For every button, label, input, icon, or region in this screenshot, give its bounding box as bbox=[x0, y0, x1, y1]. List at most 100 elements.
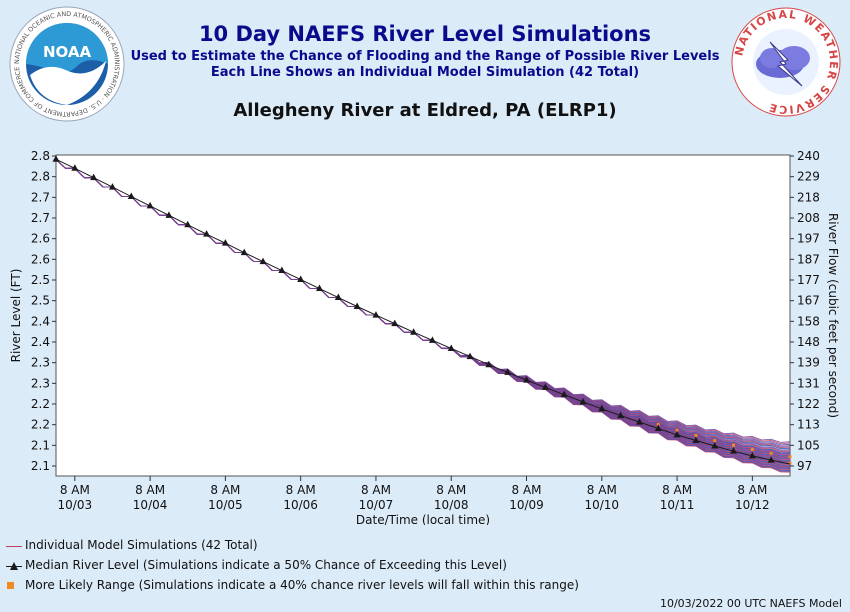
x-tick-date: 10/10 bbox=[584, 498, 619, 512]
y-tick-label-left: 2.2 bbox=[31, 397, 50, 411]
likely-range-marker bbox=[732, 443, 736, 447]
nws-logo: NATIONAL WEATHER SERVICE bbox=[731, 7, 841, 117]
x-tick-time: 8 AM bbox=[361, 483, 391, 497]
median-marker-swatch bbox=[6, 561, 22, 571]
median-point bbox=[748, 451, 756, 459]
legend-likely-label: More Likely Range (Simulations indicate … bbox=[25, 578, 579, 592]
median-point bbox=[711, 442, 719, 449]
median-point bbox=[90, 173, 98, 181]
y-axis-label-right: River Flow (cubic feet per second) bbox=[826, 213, 840, 418]
x-tick-date: 10/05 bbox=[208, 498, 243, 512]
y-tick-label-left: 2.2 bbox=[31, 418, 50, 432]
median-line bbox=[55, 158, 791, 465]
median-point bbox=[692, 436, 700, 443]
median-point bbox=[278, 266, 286, 274]
median-point bbox=[767, 456, 775, 463]
x-tick-date: 10/12 bbox=[735, 498, 770, 512]
median-point bbox=[353, 302, 361, 310]
median-point bbox=[71, 164, 79, 171]
model-run-footer: 10/03/2022 00 UTC NAEFS Model bbox=[659, 597, 842, 610]
y-tick-label-right: 158 bbox=[797, 314, 820, 328]
y-tick-label-left: 2.6 bbox=[31, 252, 50, 266]
x-tick-time: 8 AM bbox=[737, 483, 767, 497]
y-tick-label-right: 240 bbox=[797, 149, 820, 163]
likely-range-marker bbox=[788, 455, 792, 459]
y-tick-label-right: 131 bbox=[797, 376, 820, 390]
median-point bbox=[617, 411, 625, 419]
y-tick-label-right: 177 bbox=[797, 273, 820, 287]
y-tick-label-left: 2.7 bbox=[31, 211, 50, 225]
y-tick-label-right: 187 bbox=[797, 252, 820, 266]
x-tick-date: 10/08 bbox=[434, 498, 469, 512]
chart-subtitle-2: Each Line Shows an Individual Model Simu… bbox=[210, 65, 640, 80]
y-tick-label-right: 113 bbox=[797, 418, 820, 432]
y-tick-label-right: 139 bbox=[797, 356, 820, 370]
x-tick-date: 10/07 bbox=[359, 498, 394, 512]
y-tick-label-right: 105 bbox=[797, 438, 820, 452]
likely-range-marker bbox=[750, 448, 754, 452]
x-tick-date: 10/09 bbox=[509, 498, 544, 512]
median-point bbox=[146, 201, 154, 209]
likely-range-marker bbox=[713, 439, 717, 443]
median-point bbox=[673, 430, 681, 438]
x-tick-time: 8 AM bbox=[512, 483, 542, 497]
median-point bbox=[221, 239, 229, 246]
median-point bbox=[485, 360, 493, 368]
median-point bbox=[730, 447, 738, 454]
median-point bbox=[598, 404, 606, 412]
individual-simulation-line bbox=[55, 158, 791, 443]
y-tick-label-right: 218 bbox=[797, 190, 820, 204]
likely-range-marker bbox=[694, 433, 698, 437]
y-tick-label-left: 2.4 bbox=[31, 314, 50, 328]
y-tick-label-right: 197 bbox=[797, 232, 820, 246]
legend-median: Median River Level (Simulations indicate… bbox=[6, 558, 507, 572]
y-tick-label-left: 2.1 bbox=[31, 459, 50, 473]
likely-range-marker bbox=[769, 451, 773, 455]
y-tick-label-left: 2.3 bbox=[31, 356, 50, 370]
x-tick-date: 10/03 bbox=[58, 498, 93, 512]
chart-subtitle-1: Used to Estimate the Chance of Flooding … bbox=[130, 49, 720, 64]
median-point bbox=[428, 336, 436, 343]
median-point bbox=[541, 383, 549, 390]
median-point bbox=[315, 284, 323, 292]
median-point bbox=[504, 368, 512, 375]
station-name: Allegheny River at Eldred, PA (ELRP1) bbox=[233, 100, 617, 121]
median-point bbox=[466, 352, 474, 360]
x-tick-time: 8 AM bbox=[135, 483, 165, 497]
river-level-chart: 2.8 2.8 2.7 2.7 2.6 2.6 2.5 2.5 2.4 2.4 2.3 2.3 2.2 2… bbox=[9, 149, 840, 525]
median-point bbox=[410, 328, 418, 335]
legend-individual: Individual Model Simulations (42 Total) bbox=[6, 538, 258, 552]
y-tick-label-left: 2.5 bbox=[31, 273, 50, 287]
y-tick-label-right: 97 bbox=[797, 459, 812, 473]
median-point bbox=[391, 319, 399, 327]
likely-range-marker bbox=[656, 422, 660, 426]
likely-range-marker bbox=[675, 428, 679, 432]
y-tick-label-left: 2.4 bbox=[31, 335, 50, 349]
x-tick-time: 8 AM bbox=[587, 483, 617, 497]
x-tick-date: 10/04 bbox=[133, 498, 168, 512]
median-point bbox=[184, 220, 192, 228]
x-tick-date: 10/06 bbox=[283, 498, 318, 512]
median-point bbox=[334, 293, 342, 301]
x-tick-date: 10/11 bbox=[660, 498, 695, 512]
median-point bbox=[259, 257, 267, 265]
median-point bbox=[203, 230, 211, 237]
legend-median-label: Median River Level (Simulations indicate… bbox=[25, 558, 507, 572]
median-point bbox=[560, 390, 568, 398]
legend-individual-label: Individual Model Simulations (42 Total) bbox=[25, 538, 258, 552]
median-point bbox=[108, 183, 116, 190]
y-tick-label-right: 167 bbox=[797, 294, 820, 308]
y-tick-label-right: 208 bbox=[797, 211, 820, 225]
y-tick-label-left: 2.6 bbox=[31, 232, 50, 246]
median-point bbox=[240, 248, 248, 256]
median-point bbox=[579, 397, 587, 405]
x-tick-time: 8 AM bbox=[662, 483, 692, 497]
median-point bbox=[165, 211, 173, 218]
median-point bbox=[635, 418, 643, 425]
x-axis-label: Date/Time (local time) bbox=[356, 513, 490, 525]
legend-likely: More Likely Range (Simulations indicate … bbox=[6, 578, 579, 592]
median-point bbox=[654, 424, 662, 431]
y-tick-label-left: 2.8 bbox=[31, 170, 50, 184]
x-tick-time: 8 AM bbox=[286, 483, 316, 497]
likely-range-swatch bbox=[6, 581, 22, 591]
